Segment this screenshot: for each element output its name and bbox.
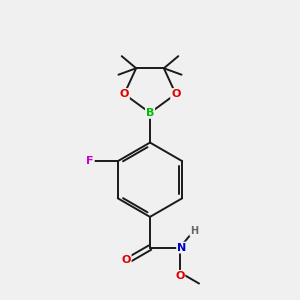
Text: F: F bbox=[86, 156, 94, 166]
Text: O: O bbox=[175, 271, 184, 281]
Text: B: B bbox=[146, 108, 154, 118]
Text: N: N bbox=[177, 243, 186, 253]
Text: H: H bbox=[190, 226, 198, 236]
Text: O: O bbox=[120, 89, 129, 99]
Text: O: O bbox=[122, 255, 131, 265]
Text: O: O bbox=[171, 89, 180, 99]
